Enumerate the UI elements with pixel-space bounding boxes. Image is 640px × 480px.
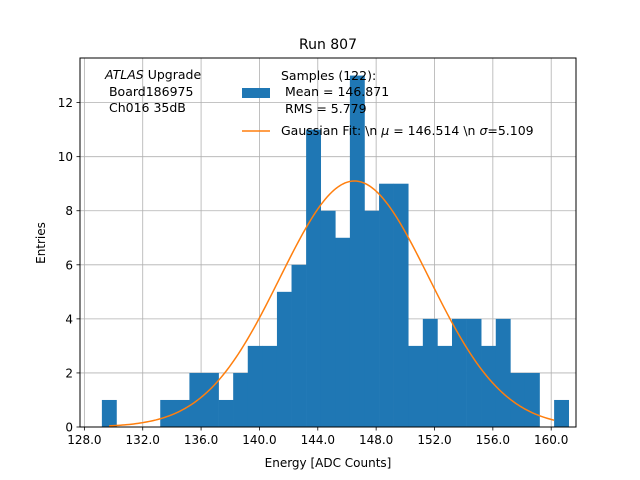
histogram-bar — [466, 318, 482, 427]
histogram-bar — [218, 399, 234, 427]
x-tick-label: 148.0 — [359, 433, 393, 447]
histogram-bars — [101, 75, 570, 428]
histogram-bar — [320, 210, 336, 427]
histogram-bar — [160, 399, 176, 427]
histogram-bar — [291, 264, 307, 427]
x-tick-label: 156.0 — [476, 433, 510, 447]
annotation-upgrade: Upgrade — [144, 67, 202, 82]
x-tick-label: 136.0 — [184, 433, 218, 447]
histogram-bar — [437, 345, 453, 427]
histogram-bar — [101, 399, 117, 427]
legend-fit-sigma-symbol: σ — [479, 123, 488, 138]
histogram-bar — [524, 372, 540, 427]
gaussian-fit-line — [109, 180, 555, 427]
plot-frame — [79, 57, 577, 428]
annotation-atlas: ATLAS — [104, 67, 144, 82]
x-tick-label: 132.0 — [126, 433, 160, 447]
histogram-bar — [262, 345, 278, 427]
x-tick-label: 128.0 — [67, 433, 101, 447]
annotation-channel: Ch016 35dB — [105, 100, 186, 115]
histogram-bar — [554, 399, 570, 427]
legend-samples-line1: Samples (122): — [281, 68, 376, 83]
histogram-bar — [247, 345, 263, 427]
atlas-annotation: ATLAS Upgrade Board186975 Ch016 35dB — [104, 67, 201, 115]
histogram-bar — [276, 291, 292, 427]
legend-fit-sigma-value: =5.109 — [487, 123, 533, 138]
histogram-bar — [379, 183, 394, 427]
legend-samples-line3: RMS = 5.779 — [281, 101, 367, 116]
legend-fit-mu-symbol: μ — [380, 123, 389, 138]
histogram-bar — [408, 345, 424, 427]
y-tick-label: 6 — [65, 258, 73, 272]
y-tick-label: 4 — [65, 312, 73, 326]
histogram-bar — [174, 399, 190, 427]
x-axis-ticks: 128.0 132.0 136.0 140.0 144.0 148.0 152.0 156.0… — [67, 427, 568, 447]
chart-title: Run 807 — [299, 37, 357, 53]
svg-text:ATLAS Upgrade: ATLAS Upgrade — [104, 67, 201, 82]
x-tick-label: 140.0 — [242, 433, 276, 447]
x-axis-label: Energy [ADC Counts] — [265, 456, 392, 470]
y-tick-label: 8 — [65, 204, 73, 218]
legend-fit-mu-value: = 146.514 \n — [389, 123, 479, 138]
y-axis-label: Entries — [34, 222, 48, 264]
x-tick-label: 152.0 — [417, 433, 451, 447]
x-tick-label: 144.0 — [301, 433, 335, 447]
legend-samples-line2: Mean = 146.871 — [281, 84, 389, 99]
histogram-bar — [335, 237, 351, 427]
histogram-bar — [204, 372, 219, 427]
annotation-board: Board186975 — [105, 84, 193, 99]
histogram-bar — [306, 129, 322, 427]
histogram-bar — [422, 318, 438, 427]
y-tick-label: 12 — [58, 96, 73, 110]
histogram-bar — [349, 75, 365, 428]
histogram-bar — [495, 318, 511, 427]
histogram-bar — [233, 372, 249, 427]
histogram-bar — [481, 345, 497, 427]
legend-fit-label: Gaussian Fit: \n μ = 146.514 \n σ=5.109 — [281, 123, 534, 138]
histogram-bar — [510, 372, 526, 427]
y-axis-ticks: 0 2 4 6 8 10 12 — [58, 96, 80, 435]
histogram-bar — [364, 210, 380, 427]
legend-patch-samples — [242, 88, 270, 98]
histogram-bar — [393, 183, 409, 427]
x-tick-label: 160.0 — [534, 433, 568, 447]
legend-fit-prefix: Gaussian Fit: \n — [281, 123, 381, 138]
legend: Samples (122): Mean = 146.871 RMS = 5.77… — [242, 68, 534, 138]
y-tick-label: 2 — [65, 366, 73, 380]
y-tick-label: 0 — [65, 421, 73, 435]
histogram-bar — [452, 318, 467, 427]
y-tick-label: 10 — [58, 150, 73, 164]
